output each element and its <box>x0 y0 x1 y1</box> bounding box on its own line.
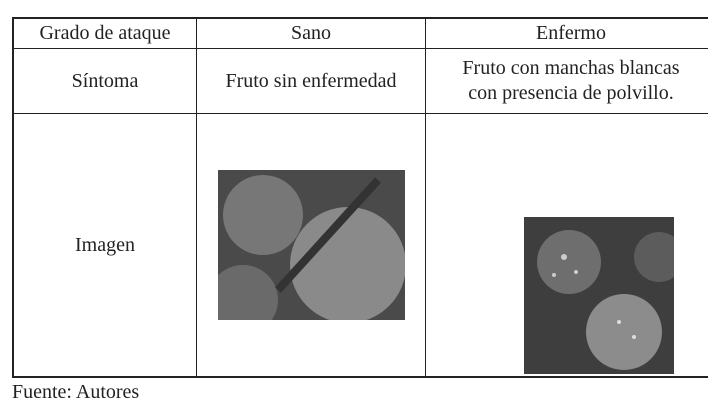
table-border <box>12 376 708 378</box>
col-border <box>12 17 14 378</box>
cell: Síntoma <box>71 69 139 92</box>
row-border <box>12 113 708 114</box>
cell: Fruto con manchas blancas con presencia … <box>426 49 708 113</box>
header-cell: Grado de ataque <box>39 22 171 44</box>
image-healthy <box>218 170 405 320</box>
header-cell: Sano <box>291 22 331 44</box>
cell: Imagen <box>75 233 135 256</box>
image-diseased <box>524 217 674 374</box>
header-cell: Enfermo <box>536 22 606 44</box>
cell-line: Fruto con manchas blancas <box>462 57 680 79</box>
source: Fuente: Autores <box>12 381 140 403</box>
col-border <box>196 17 197 378</box>
cell-line: con presencia de polvillo. <box>468 82 674 104</box>
col-border <box>425 17 426 378</box>
table-border <box>12 17 708 19</box>
cell: Fruto sin enfermedad <box>225 69 397 92</box>
row-border <box>12 48 708 49</box>
